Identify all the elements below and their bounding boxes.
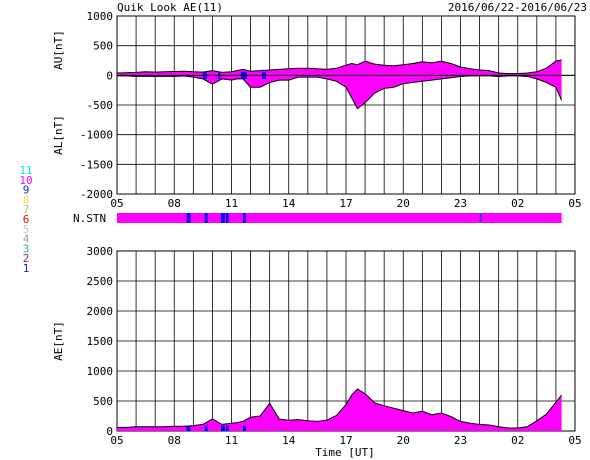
nstn-segment: [221, 213, 225, 223]
nstn-segment: [242, 213, 246, 223]
nstn-segment: [186, 213, 191, 223]
date-range: 2016/06/22-2016/06/23: [448, 1, 587, 14]
x-tick-label: 17: [339, 197, 352, 210]
y-tick-label: -2000: [80, 188, 113, 201]
x-axis-label: Time [UT]: [315, 446, 375, 459]
x-tick-label: 23: [454, 434, 467, 447]
y-tick-label: 0: [106, 69, 113, 82]
chart-title: Quik Look AE(11): [117, 1, 223, 14]
data-gap-mark: [221, 425, 225, 431]
legend-item: 6: [23, 213, 30, 226]
ae-panel: 0 500 1000 1500 2000 2500 3000 05 08 11 14 17 20 23 02…: [52, 245, 582, 447]
legend-item: 3: [23, 242, 30, 255]
x-tick-label: 11: [225, 434, 238, 447]
data-gap-mark: [186, 425, 191, 431]
legend-item: 7: [23, 203, 30, 216]
y-tick-label: 2000: [87, 305, 114, 318]
y-tick-label: 3000: [87, 245, 114, 258]
x-tick-label: 08: [168, 197, 181, 210]
ae-axis-label: AE[nT]: [52, 321, 65, 361]
au-al-panel: -2000 -1500 -1000 -500 0 500 1000 05 08 11 14 17 20 2…: [52, 10, 582, 210]
x-tick-label: 05: [568, 197, 581, 210]
y-tick-label: 0: [106, 425, 113, 438]
y-tick-label: 2500: [87, 275, 114, 288]
legend-item: 2: [23, 252, 30, 265]
x-tick-label: 20: [397, 434, 410, 447]
au-line: [116, 59, 562, 75]
nstn-segment: [204, 213, 208, 223]
nstn-bar: [117, 213, 562, 223]
legend-item: 4: [23, 233, 30, 246]
al-area: [117, 75, 562, 109]
x-tick-label: 05: [110, 434, 123, 447]
nstn-segment: [479, 213, 482, 223]
data-gap-mark: [204, 425, 208, 431]
y-tick-label: 1500: [87, 335, 114, 348]
au-axis-label: AU[nT]: [52, 30, 65, 70]
x-tick-label: 05: [110, 197, 123, 210]
al-axis-label: AL[nT]: [52, 115, 65, 155]
ae-area: [117, 389, 562, 431]
ae-line: [117, 388, 562, 429]
al-line: [117, 75, 563, 110]
x-tick-label: 08: [168, 434, 181, 447]
x-tick-label: 17: [339, 434, 352, 447]
legend-item: 10: [19, 174, 32, 187]
legend-item: 5: [23, 223, 30, 236]
nstn-label: N.STN: [73, 212, 106, 225]
x-tick-label: 11: [225, 197, 238, 210]
y-tick-label: -1500: [80, 158, 113, 171]
legend-item: 1: [23, 262, 30, 275]
legend-item: 9: [23, 184, 30, 197]
x-tick-label: 05: [568, 434, 581, 447]
x-tick-label: 02: [511, 197, 524, 210]
legend-item: 11: [19, 164, 32, 177]
x-tick-label: 14: [282, 197, 296, 210]
x-tick-label: 20: [397, 197, 410, 210]
y-tick-label: 500: [93, 395, 113, 408]
nstn-segment: [225, 213, 229, 223]
data-gap-mark: [225, 425, 229, 431]
x-tick-label: 14: [282, 434, 296, 447]
legend-item: 8: [23, 193, 30, 206]
y-tick-label: 1000: [87, 10, 114, 23]
x-tick-label: 23: [454, 197, 467, 210]
y-tick-label: -500: [87, 99, 114, 112]
y-tick-label: 1000: [87, 365, 114, 378]
y-tick-label: -1000: [80, 129, 113, 142]
x-tick-label: 02: [511, 434, 524, 447]
data-gap-mark: [242, 425, 246, 431]
y-tick-label: 500: [93, 40, 113, 53]
station-count-panel: N.STN: [73, 212, 562, 225]
